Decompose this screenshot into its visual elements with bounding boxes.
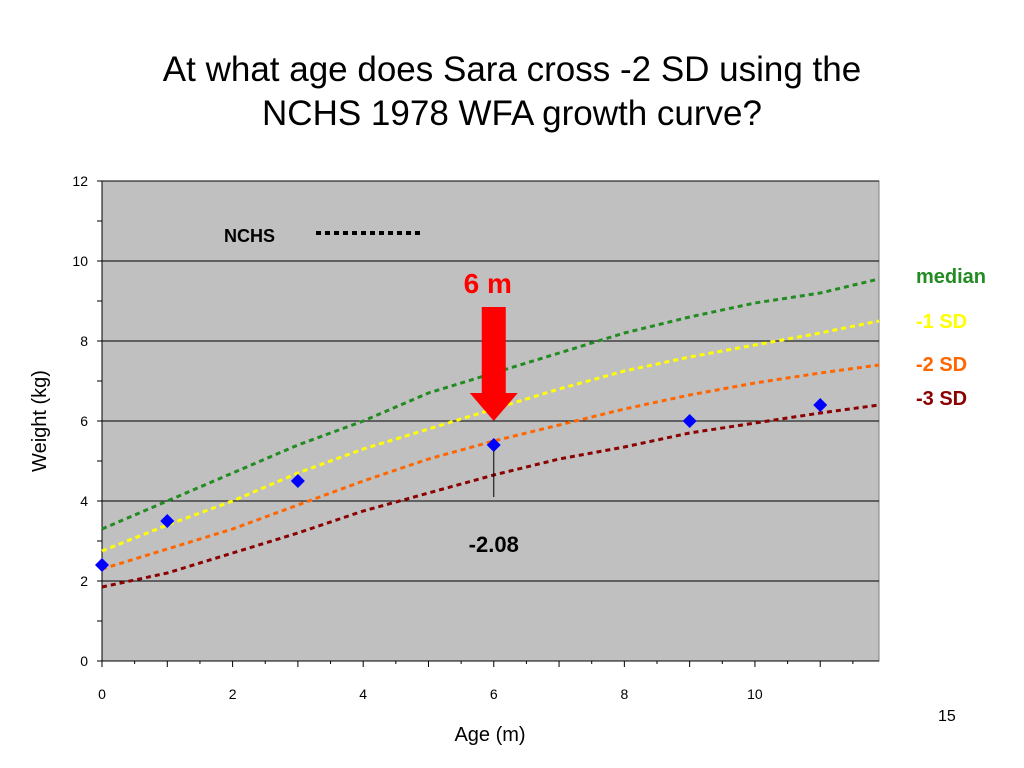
slide-title-line-1: At what age does Sara cross -2 SD using …	[162, 50, 862, 89]
x-tick-label: 6	[490, 686, 498, 702]
observation-point	[160, 514, 175, 528]
y-axis-title: Weight (kg)	[29, 370, 51, 472]
y-tick-label: 10	[72, 253, 88, 269]
slide-title: At what age does Sara cross -2 SD using …	[0, 48, 1024, 136]
page-number: 15	[938, 708, 956, 725]
x-axis-title: Age (m)	[454, 724, 525, 746]
arrow-label: 6 m	[464, 268, 512, 299]
series-label-4: -3 SD	[916, 388, 967, 410]
legend-key-label: NCHS	[224, 226, 275, 246]
observation-point	[682, 414, 697, 428]
series-label-3: -2 SD	[916, 354, 967, 376]
x-tick-label: 8	[620, 686, 628, 702]
x-tick-label: 0	[98, 686, 106, 702]
series-line-3	[101, 363, 880, 571]
observation-point	[95, 558, 109, 572]
y-tick-label: 6	[80, 413, 88, 429]
observation-point	[813, 398, 828, 412]
observation-point	[486, 438, 501, 452]
y-tick-label: 2	[80, 573, 88, 589]
x-tick-label: 4	[359, 686, 367, 702]
series-label-1: median	[916, 266, 986, 288]
x-tick-label: 10	[747, 686, 763, 702]
y-tick-label: 0	[80, 653, 88, 669]
series-label-2: -1 SD	[916, 311, 967, 333]
y-tick-label: 12	[72, 173, 88, 189]
y-tick-label: 8	[80, 333, 88, 349]
observation-point	[290, 474, 305, 488]
x-tick-label: 2	[229, 686, 237, 702]
y-tick-label: 4	[80, 493, 88, 509]
arrow-annotation	[469, 307, 518, 421]
slide-title-line-2: NCHS 1978 WFA growth curve?	[262, 94, 762, 133]
callout-label: -2.08	[469, 532, 519, 557]
